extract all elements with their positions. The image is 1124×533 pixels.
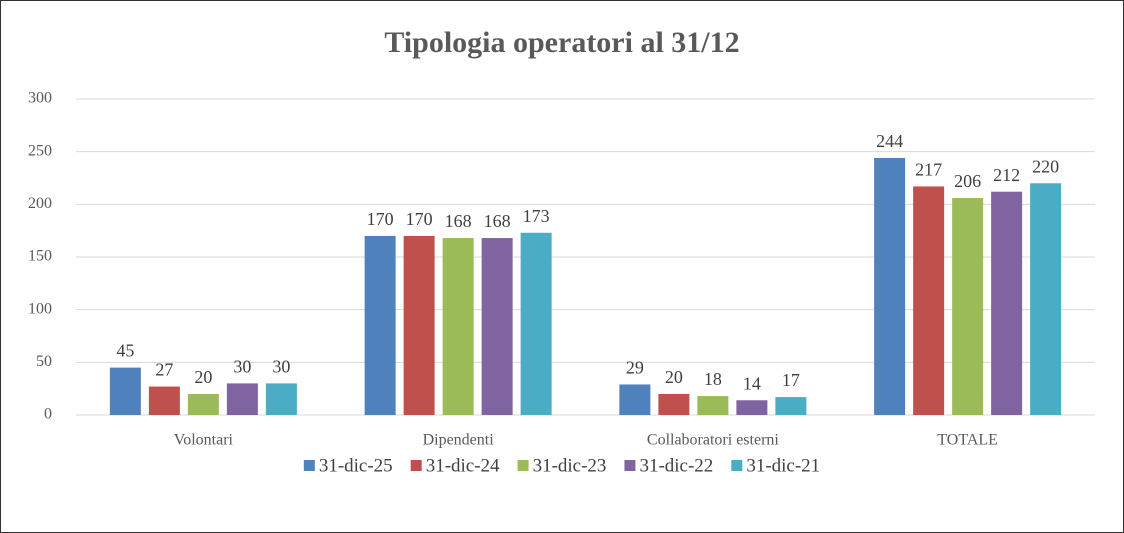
legend-swatch bbox=[410, 460, 422, 471]
data-label: 170 bbox=[367, 209, 394, 229]
bar bbox=[226, 383, 258, 415]
data-label: 168 bbox=[484, 211, 511, 231]
bar bbox=[874, 157, 906, 415]
bar bbox=[442, 238, 474, 415]
data-label: 212 bbox=[993, 165, 1020, 185]
bar bbox=[658, 393, 690, 415]
bar bbox=[952, 198, 984, 415]
bar bbox=[520, 232, 552, 415]
data-label: 14 bbox=[743, 373, 761, 393]
y-tick-label: 50 bbox=[36, 353, 52, 370]
x-tick-label: TOTALE bbox=[937, 432, 998, 449]
legend-label: 31-dic-23 bbox=[533, 455, 607, 476]
bar bbox=[697, 396, 729, 415]
data-label: 244 bbox=[876, 131, 903, 151]
bar bbox=[187, 393, 219, 415]
data-label: 217 bbox=[915, 160, 942, 180]
data-label: 30 bbox=[272, 357, 290, 377]
bar bbox=[736, 400, 768, 415]
legend-swatch bbox=[303, 460, 315, 471]
data-label: 17 bbox=[782, 370, 800, 390]
y-tick-label: 300 bbox=[28, 90, 52, 107]
y-tick-label: 100 bbox=[28, 300, 52, 317]
data-label: 27 bbox=[155, 360, 173, 380]
legend-swatch bbox=[731, 460, 743, 471]
data-label: 29 bbox=[626, 358, 644, 378]
legend-label: 31-dic-22 bbox=[639, 455, 713, 476]
legend-label: 31-dic-24 bbox=[426, 455, 500, 476]
bar bbox=[991, 191, 1023, 415]
bar bbox=[775, 397, 807, 415]
y-tick-label: 250 bbox=[28, 142, 52, 159]
bar bbox=[913, 186, 945, 415]
bar bbox=[1030, 183, 1062, 415]
legend-swatch bbox=[624, 460, 636, 471]
data-label: 20 bbox=[665, 367, 683, 387]
bar bbox=[481, 238, 513, 415]
legend-label: 31-dic-25 bbox=[319, 455, 393, 476]
chart-title: Tipologia operatori al 31/12 bbox=[384, 26, 739, 59]
bar bbox=[403, 235, 435, 415]
y-tick-label: 150 bbox=[28, 248, 52, 265]
data-label: 220 bbox=[1032, 156, 1059, 176]
data-label: 173 bbox=[523, 206, 550, 226]
bar bbox=[109, 367, 141, 415]
data-label: 168 bbox=[445, 211, 472, 231]
data-label: 20 bbox=[194, 367, 212, 387]
x-tick-label: Collaboratori esterni bbox=[647, 432, 780, 449]
legend-label: 31-dic-21 bbox=[746, 455, 820, 476]
legend-swatch bbox=[517, 460, 529, 471]
bar bbox=[619, 384, 651, 415]
y-tick-label: 200 bbox=[28, 195, 52, 212]
bar bbox=[148, 386, 180, 415]
x-tick-label: Volontari bbox=[174, 432, 234, 449]
data-label: 45 bbox=[116, 341, 134, 361]
y-tick-label: 0 bbox=[44, 406, 52, 423]
data-label: 206 bbox=[954, 171, 981, 191]
data-label: 18 bbox=[704, 369, 722, 389]
bar bbox=[265, 383, 297, 415]
bar bbox=[364, 235, 396, 415]
x-tick-label: Dipendenti bbox=[423, 432, 495, 449]
data-label: 30 bbox=[233, 357, 251, 377]
data-label: 170 bbox=[406, 209, 433, 229]
